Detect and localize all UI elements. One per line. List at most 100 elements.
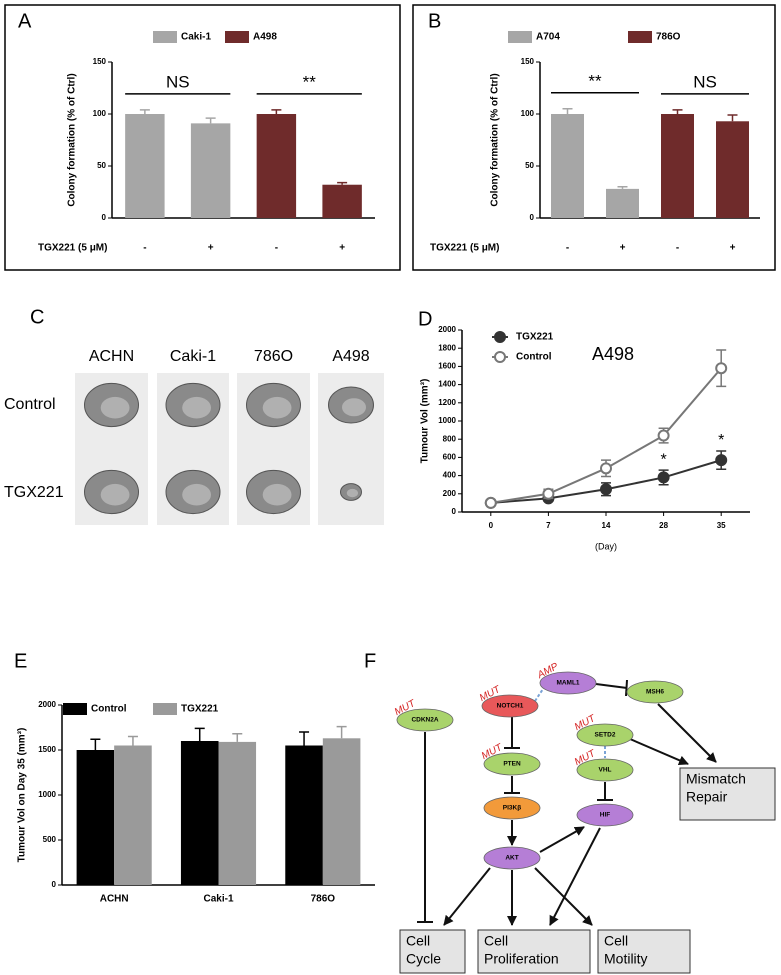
x-axis-label: (Day) xyxy=(595,541,617,551)
outcome-label: Cell xyxy=(484,933,508,949)
legend-marker xyxy=(494,351,506,363)
data-point xyxy=(542,487,555,500)
bar xyxy=(606,188,639,218)
node-label: AKT xyxy=(505,855,518,862)
y-axis-label: Tumour Vol on Day 35 (mm³) xyxy=(17,728,28,863)
legend-label: A704 xyxy=(536,32,560,43)
bar xyxy=(76,750,115,885)
column-label: ACHN xyxy=(89,348,134,365)
panel-frame xyxy=(4,4,401,271)
legend-swatch xyxy=(628,31,652,43)
node-label: MSH6 xyxy=(646,689,664,696)
legend-swatch xyxy=(225,31,249,43)
edge xyxy=(534,867,593,926)
error-bar xyxy=(232,733,243,742)
y-tick-label: 1600 xyxy=(438,362,456,371)
data-point xyxy=(484,496,497,509)
bar xyxy=(716,121,749,218)
y-tick-label: 0 xyxy=(102,213,107,222)
legend-label: TGX221 xyxy=(516,332,554,343)
y-tick-label: 1000 xyxy=(38,790,56,799)
tumour-highlight xyxy=(182,396,212,419)
edge xyxy=(625,679,628,697)
bar xyxy=(551,114,584,218)
bar xyxy=(190,123,231,218)
outcome-box xyxy=(679,767,776,821)
x-tick-label: - xyxy=(676,243,679,254)
tumour-highlight xyxy=(182,483,212,506)
legend-label: TGX221 xyxy=(181,704,219,715)
legend-swatch xyxy=(153,31,177,43)
node-label: NOTCH1 xyxy=(497,703,524,710)
y-tick-label: 1200 xyxy=(438,398,456,407)
y-tick-label: 100 xyxy=(521,109,535,118)
x-tick-label: - xyxy=(275,243,278,254)
panel-frame xyxy=(412,4,776,271)
legend-swatch xyxy=(63,703,87,715)
edge xyxy=(595,683,628,689)
error-bar xyxy=(205,117,216,124)
row-label: Control xyxy=(4,396,56,413)
outcome-label: Cycle xyxy=(406,951,441,967)
significance-label: NS xyxy=(166,72,190,91)
node-label: PI3Kβ xyxy=(503,805,521,812)
node-label: CDKN2A xyxy=(411,717,438,724)
panel-letter: A xyxy=(18,10,32,32)
x-tick-label: 0 xyxy=(489,521,494,530)
bar xyxy=(218,741,257,885)
y-tick-label: 400 xyxy=(443,471,457,480)
error-bar xyxy=(127,735,138,746)
significance-label: ** xyxy=(303,72,317,91)
x-tick-label: 14 xyxy=(602,521,611,530)
y-tick-label: 1500 xyxy=(38,745,56,754)
edge xyxy=(443,867,491,926)
x-tick-label: 35 xyxy=(717,521,726,530)
y-tick-label: 1400 xyxy=(438,380,456,389)
error-bar xyxy=(617,186,628,189)
data-point xyxy=(657,429,670,442)
row-label: TGX221 (5 μM) xyxy=(430,243,499,254)
y-tick-label: 200 xyxy=(443,489,457,498)
y-tick-label: 0 xyxy=(452,507,457,516)
bar xyxy=(114,745,152,885)
node xyxy=(576,723,634,747)
bar xyxy=(180,741,219,885)
node xyxy=(481,694,539,718)
y-axis-label: Colony formation (% of Ctrl) xyxy=(490,73,501,206)
node xyxy=(576,758,634,782)
outcome-label: Mismatch xyxy=(686,771,746,787)
panel-letter: F xyxy=(364,650,376,672)
error-bar xyxy=(90,738,101,750)
bar xyxy=(285,745,323,885)
outcome-label: Cell xyxy=(604,933,628,949)
row-label: TGX221 xyxy=(4,484,64,501)
y-tick-label: 50 xyxy=(97,161,106,170)
y-axis-label: Colony formation (% of Ctrl) xyxy=(67,73,78,206)
bar xyxy=(256,114,297,218)
y-tick-label: 500 xyxy=(43,835,57,844)
x-tick-label: 28 xyxy=(659,521,668,530)
y-tick-label: 150 xyxy=(521,57,535,66)
error-bar xyxy=(336,725,347,739)
pathway-edges xyxy=(417,679,717,926)
data-point xyxy=(600,483,612,496)
legend-swatch xyxy=(508,31,532,43)
annotation: A498 xyxy=(592,344,634,364)
tumour-highlight xyxy=(100,396,130,419)
tumour-highlight xyxy=(262,396,292,419)
bar xyxy=(322,738,361,885)
y-tick-label: 2000 xyxy=(38,700,56,709)
legend-label: A498 xyxy=(253,32,277,43)
legend-label: Caki-1 xyxy=(181,32,211,43)
outcome-label: Cell xyxy=(406,933,430,949)
edge xyxy=(629,738,689,766)
panel-letter: E xyxy=(14,650,27,672)
node xyxy=(576,803,634,827)
column-label: Caki-1 xyxy=(170,348,216,365)
legend-swatch xyxy=(153,703,177,715)
error-bar xyxy=(299,731,310,746)
y-tick-label: 1800 xyxy=(438,343,456,352)
outcome-box xyxy=(597,929,691,974)
